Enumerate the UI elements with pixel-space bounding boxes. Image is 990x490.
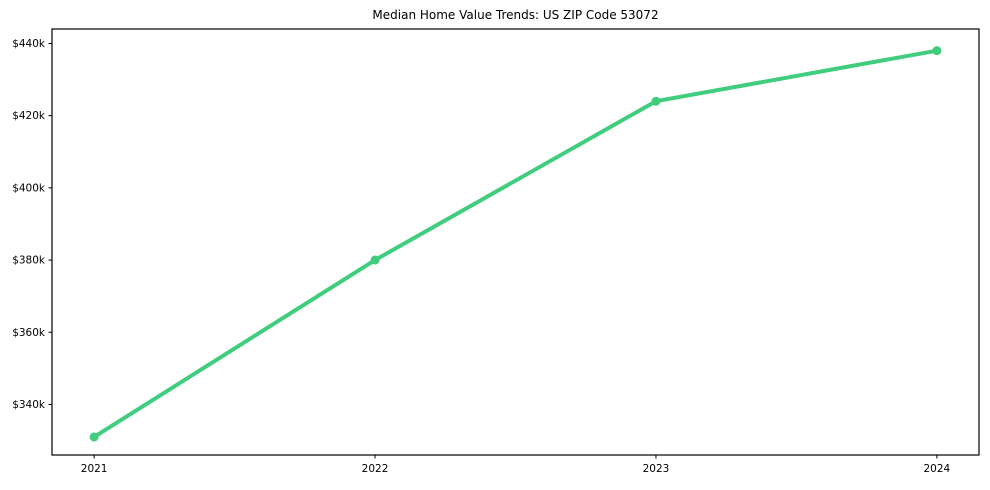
data-point-2023: [651, 96, 661, 106]
y-tick-label: $380k: [12, 255, 46, 267]
chart-title: Median Home Value Trends: US ZIP Code 53…: [372, 8, 659, 22]
x-tick-label: 2021: [81, 463, 108, 475]
x-tick-label: 2024: [923, 463, 950, 475]
data-point-2024: [932, 46, 942, 56]
y-tick-label: $360k: [12, 327, 46, 339]
data-point-2022: [370, 255, 380, 265]
y-tick-label: $440k: [12, 38, 46, 50]
y-tick-label: $340k: [12, 399, 46, 411]
x-tick-label: 2022: [362, 463, 389, 475]
y-tick-label: $400k: [12, 182, 46, 194]
data-point-2021: [89, 432, 99, 442]
plot-area: [52, 29, 979, 455]
y-tick-label: $420k: [12, 110, 46, 122]
x-tick-label: 2023: [643, 463, 670, 475]
plot-border: [51, 28, 980, 456]
trend-line: [92, 48, 939, 439]
